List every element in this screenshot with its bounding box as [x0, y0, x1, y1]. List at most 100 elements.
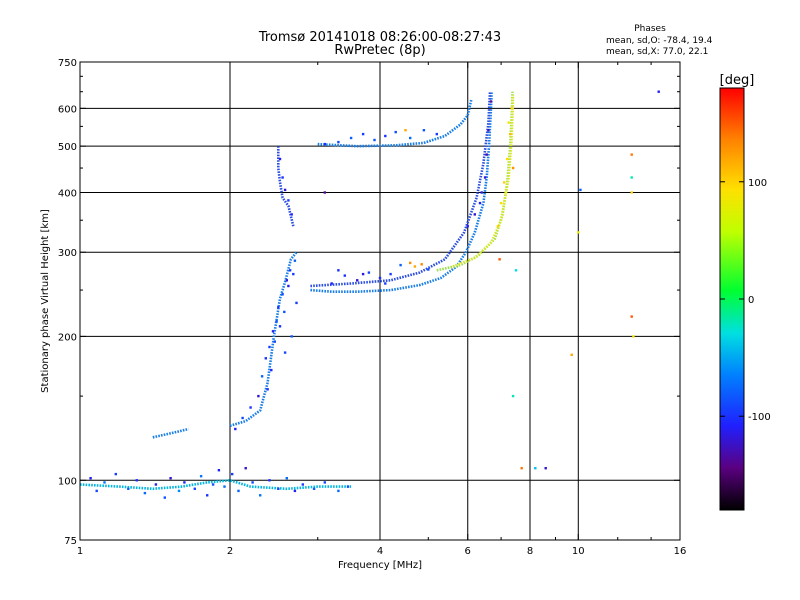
- echo-point: [480, 191, 483, 194]
- echo-point: [278, 325, 282, 328]
- x-tick-label: 6: [465, 546, 471, 557]
- stats-x-mode: mean, sd,X: 77.0, 22.1: [606, 47, 708, 57]
- x-tick-label: 1: [77, 546, 83, 557]
- colorbar-label: [deg]: [720, 73, 755, 88]
- echo-point: [420, 263, 423, 266]
- echo-point: [630, 176, 633, 179]
- colorbar-tick-label: 100: [748, 178, 767, 189]
- echo-point: [278, 157, 282, 161]
- echo-point: [259, 494, 262, 497]
- echo-point: [504, 191, 507, 194]
- echo-point: [287, 284, 290, 288]
- echo-point: [435, 132, 438, 136]
- echo-point: [507, 121, 510, 124]
- echo-point: [466, 225, 469, 228]
- colorbar-tick-label: -100: [748, 412, 771, 423]
- echo-point: [135, 479, 138, 482]
- echo-point: [384, 134, 387, 138]
- echo-point: [285, 279, 288, 282]
- y-tick-label: 200: [58, 332, 77, 343]
- echo-point: [234, 427, 237, 431]
- echo-point: [337, 489, 340, 493]
- x-axis-label: Frequency [MHz]: [338, 560, 422, 571]
- echo-point: [510, 107, 513, 110]
- echo-point: [287, 199, 290, 202]
- echo-point: [163, 496, 166, 499]
- echo-point: [95, 489, 98, 493]
- echo-point: [241, 416, 244, 420]
- stats-o-mode: mean, sd,O: -78.4, 19.4: [606, 36, 713, 46]
- echo-point: [257, 394, 260, 398]
- echo-point: [275, 320, 278, 323]
- echo-point: [657, 90, 660, 93]
- echo-point: [389, 272, 392, 276]
- trace-1: [310, 91, 492, 288]
- echo-point: [473, 213, 476, 216]
- echo-point: [577, 231, 580, 234]
- echo-point: [323, 191, 326, 194]
- echo-point: [288, 269, 292, 272]
- echo-point: [514, 269, 518, 272]
- y-tick-label: 600: [58, 104, 77, 115]
- echo-point: [487, 129, 490, 132]
- echo-point: [630, 191, 633, 194]
- echo-point: [249, 406, 252, 409]
- echo-point: [378, 276, 382, 280]
- stats-heading: Phases: [634, 24, 666, 34]
- y-tick-label: 750: [58, 58, 77, 69]
- echo-point: [301, 483, 304, 486]
- y-axis-label: Stationary phase Virtual Height [km]: [40, 209, 51, 393]
- y-tick-label: 500: [58, 142, 77, 153]
- echo-point: [271, 330, 275, 333]
- echo-point: [337, 140, 340, 144]
- colorbar-tick-label: 0: [748, 295, 754, 306]
- echo-point: [544, 467, 547, 470]
- echo-point: [630, 315, 633, 318]
- echo-point: [343, 274, 346, 277]
- echo-point: [264, 357, 267, 360]
- echo-point: [323, 142, 326, 146]
- x-tick-label: 10: [572, 546, 585, 557]
- echo-point: [509, 132, 512, 136]
- echo-point: [427, 268, 430, 271]
- echo-point: [183, 481, 186, 484]
- echo-point: [373, 138, 376, 142]
- echo-point: [367, 271, 371, 274]
- echo-point: [231, 472, 234, 476]
- y-tick-label: 75: [64, 536, 77, 547]
- echo-point: [277, 306, 280, 309]
- echo-point: [206, 494, 209, 497]
- echo-point: [277, 487, 280, 490]
- chart-subtitle: RwPretec (8p): [334, 43, 425, 58]
- echo-point: [498, 258, 501, 261]
- x-tick-label: 8: [527, 546, 533, 557]
- echo-point: [285, 477, 288, 480]
- echo-point: [103, 481, 106, 484]
- echo-point: [404, 129, 407, 132]
- echo-point: [283, 188, 287, 192]
- trace-2: [436, 91, 514, 272]
- echo-point: [570, 353, 573, 356]
- echo-point: [283, 351, 287, 354]
- echo-point: [89, 477, 92, 480]
- echo-point: [632, 335, 635, 338]
- echo-point: [409, 261, 412, 265]
- echo-point: [483, 176, 487, 179]
- trace-7: [277, 146, 295, 227]
- echo-point: [281, 293, 284, 296]
- echo-point: [630, 153, 633, 156]
- echo-point: [413, 265, 417, 268]
- trace-4: [317, 99, 473, 148]
- echo-point: [127, 487, 130, 490]
- echo-point: [511, 394, 515, 398]
- echo-point: [270, 368, 273, 372]
- chart-title: Tromsø 20141018 08:26:00-08:27:43: [258, 30, 501, 45]
- echo-point: [273, 340, 276, 343]
- echo-point: [346, 485, 350, 488]
- trace-5: [79, 479, 352, 491]
- echo-point: [217, 469, 221, 472]
- echo-point: [337, 269, 340, 272]
- echo-point: [292, 272, 295, 276]
- echo-point: [534, 467, 537, 470]
- echo-point: [143, 491, 147, 495]
